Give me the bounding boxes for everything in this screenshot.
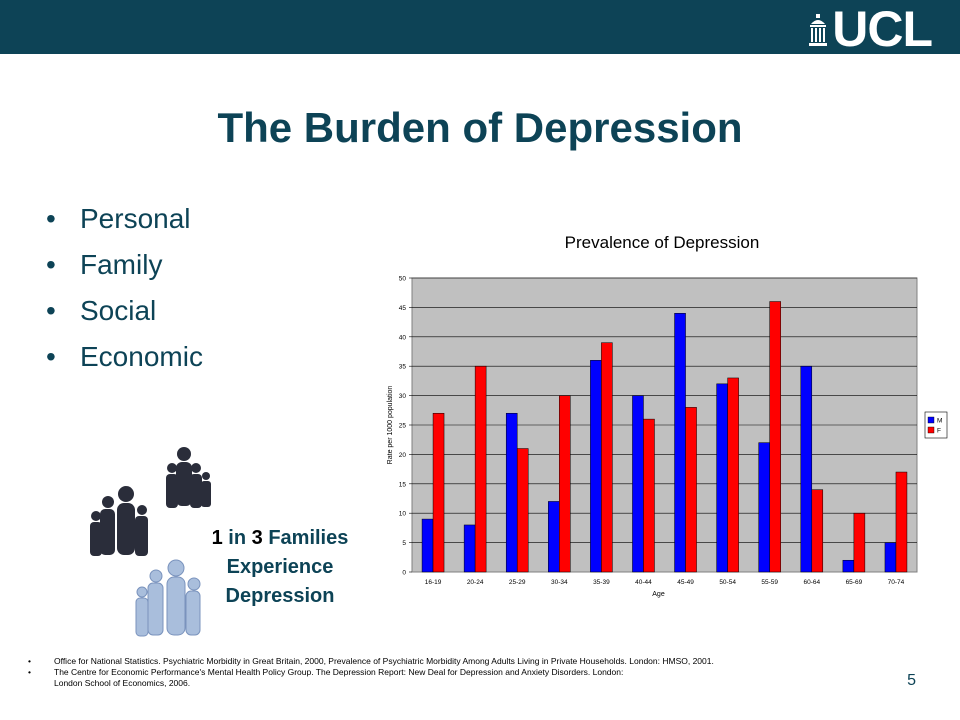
x-tick-label: 50-54: [719, 579, 736, 586]
callout-in: in: [222, 527, 252, 549]
bullet-text: Economic: [80, 341, 203, 372]
legend-label: F: [937, 428, 941, 435]
y-tick-label: 40: [399, 334, 407, 341]
bar: [590, 360, 602, 573]
y-tick-label: 30: [399, 393, 407, 400]
y-tick-label: 20: [399, 452, 407, 459]
bullet-list: • Personal • Family • Social • Economic: [46, 196, 203, 380]
footnote-text: The Centre for Economic Performance's Me…: [54, 667, 624, 677]
callout-line-3: Depression: [225, 585, 335, 607]
x-tick-label: 65-69: [846, 579, 863, 586]
x-tick-label: 35-39: [593, 579, 610, 586]
bullet-text: Family: [80, 249, 163, 280]
bullet-text: Social: [80, 295, 157, 326]
chart-title: Prevalence of Depression: [565, 233, 760, 252]
callout-line-1: 1 in 3 Families: [190, 524, 370, 553]
bar: [769, 301, 781, 573]
footnote: • The Centre for Economic Performance's M…: [28, 667, 624, 677]
bar: [421, 518, 434, 573]
bar: [884, 542, 897, 573]
x-tick-label: 16-19: [425, 579, 442, 586]
bar: [716, 383, 728, 573]
logo-text: UCL: [832, 1, 933, 57]
y-tick-label: 15: [399, 481, 407, 488]
y-tick-label: 45: [399, 305, 407, 312]
y-tick-label: 5: [402, 540, 406, 547]
bar: [463, 524, 476, 573]
bar: [842, 559, 855, 573]
bar: [727, 377, 739, 573]
y-tick-label: 0: [402, 570, 406, 577]
portico-icon: [809, 14, 828, 46]
bar: [505, 412, 518, 573]
footnote: • Office for National Statistics. Psychia…: [28, 656, 714, 666]
bar: [632, 395, 644, 573]
bar: [800, 365, 813, 573]
bar: [758, 442, 770, 573]
footnote-continuation: London School of Economics, 2006.: [54, 678, 191, 688]
bar: [601, 342, 613, 573]
y-axis-label: Rate per 1000 population: [387, 386, 394, 465]
bar: [853, 512, 866, 573]
bar: [643, 418, 655, 573]
bar: [516, 448, 529, 573]
bar: [895, 471, 908, 573]
bar: [674, 313, 686, 573]
x-tick-label: 40-44: [635, 579, 652, 586]
x-tick-label: 20-24: [467, 579, 484, 586]
y-tick-label: 25: [399, 423, 407, 430]
x-tick-label: 25-29: [509, 579, 526, 586]
legend-label: M: [937, 418, 942, 425]
bar: [685, 407, 697, 573]
page-number: 5: [907, 672, 916, 689]
bar: [811, 489, 824, 573]
x-tick-label: 60-64: [803, 579, 820, 586]
prevalence-chart: Prevalence of Depression 0 5 10 15 20 25 30 35 40…: [372, 222, 948, 612]
callout-number-2: 3: [251, 527, 263, 549]
footnote-text: Office for National Statistics. Psychiat…: [54, 656, 714, 666]
x-tick-label: 45-49: [677, 579, 694, 586]
bullet-item: • Economic: [46, 334, 203, 380]
slide-title: The Burden of Depression: [217, 104, 743, 151]
y-tick-label: 50: [399, 276, 407, 283]
legend-box: [924, 411, 948, 439]
legend-swatch: [927, 426, 935, 434]
x-tick-label: 30-34: [551, 579, 568, 586]
bar: [559, 395, 571, 573]
callout-line-2: Experience: [226, 556, 334, 578]
x-tick-label: 55-59: [761, 579, 778, 586]
x-tick-label: 70-74: [888, 579, 905, 586]
callout-number-1: 1: [211, 527, 223, 549]
legend-swatch: [927, 416, 935, 424]
header-bar: UCL: [0, 0, 960, 54]
bullet-text: Personal: [80, 203, 191, 234]
bar: [474, 365, 487, 573]
x-axis-label: Age: [652, 591, 665, 598]
y-tick-label: 10: [399, 511, 407, 518]
callout-families: Families: [262, 527, 349, 549]
y-tick-label: 35: [399, 364, 407, 371]
chart-svg: Prevalence of Depression 0 5 10 15 20 25 30 35 40…: [387, 233, 948, 598]
ucl-logo: UCL: [808, 1, 933, 57]
families-callout: 1 in 3 Families Experience Depression: [190, 524, 370, 611]
bar: [432, 412, 445, 573]
bullet-item: • Family: [46, 242, 203, 288]
footnotes: • Office for National Statistics. Psychia…: [28, 656, 908, 688]
families-icon: [90, 447, 211, 637]
bullet-item: • Social: [46, 288, 203, 334]
bar: [548, 501, 560, 573]
bullet-item: • Personal: [46, 196, 203, 242]
